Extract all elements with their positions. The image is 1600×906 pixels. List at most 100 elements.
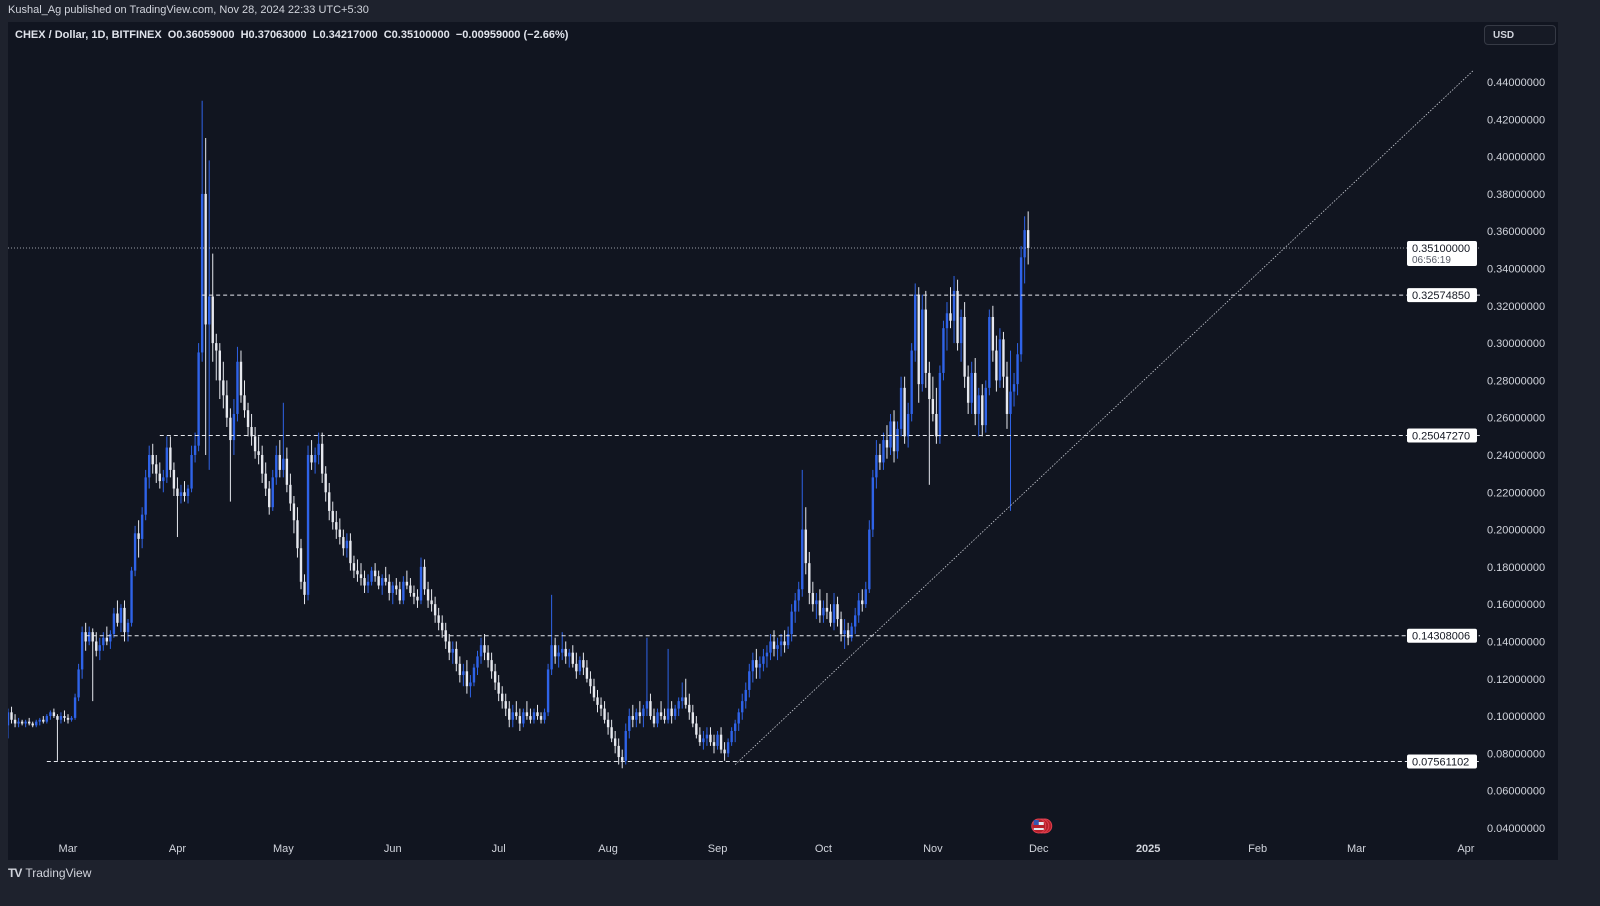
candle-down: [991, 316, 995, 351]
candle-down: [589, 678, 592, 687]
candle-down: [218, 350, 221, 381]
candle-up: [557, 652, 560, 657]
candle-down: [684, 697, 687, 705]
candle-down: [27, 721, 31, 724]
candle-down: [426, 589, 430, 601]
candle-down: [804, 529, 807, 564]
candle-down: [723, 749, 726, 754]
candle-down: [335, 522, 338, 530]
candle-up: [451, 648, 454, 653]
candle-down: [529, 716, 532, 720]
published-caption: Kushal_Ag published on TradingView.com, …: [8, 4, 369, 16]
candle-down: [377, 576, 380, 586]
candle-up: [737, 712, 740, 724]
candle-down: [652, 716, 656, 724]
candle-down: [924, 309, 927, 373]
level-price-label: 0.07561102: [1412, 757, 1469, 769]
candle-up: [391, 585, 394, 593]
candle-down: [995, 350, 998, 381]
candle-down: [691, 712, 695, 724]
level-price-badge: [1407, 288, 1477, 303]
x-tick-label: Apr: [1457, 843, 1474, 855]
candle-down: [388, 581, 391, 593]
candle-down: [755, 660, 758, 668]
candle-up: [366, 581, 370, 586]
candle-up: [769, 641, 772, 653]
candle-down: [783, 641, 786, 646]
candle-up: [815, 600, 818, 605]
footer-brand[interactable]: TV TradingView: [8, 866, 91, 880]
candle-down: [508, 708, 511, 720]
candle-up: [1012, 384, 1016, 392]
candle-down: [974, 372, 977, 414]
last-price-label: 0.35100000: [1412, 243, 1470, 255]
candle-up: [832, 604, 836, 623]
candle-down: [204, 193, 207, 325]
candle-up: [546, 669, 550, 713]
candle-up: [945, 313, 949, 329]
chart-panel: [8, 22, 1558, 860]
candle-down: [1002, 339, 1005, 377]
candle-down: [169, 447, 172, 470]
candle-down: [430, 600, 433, 605]
symbol-legend: CHEX / Dollar, 1D, BITFINEX O0.36059000 …: [15, 29, 569, 41]
candle-up: [977, 395, 980, 414]
candle-down: [215, 343, 218, 351]
candle-up: [716, 734, 719, 746]
candle-up: [208, 296, 211, 325]
candle-up: [779, 641, 783, 646]
candle-down: [949, 313, 952, 321]
candle-up: [77, 669, 80, 698]
candle-up: [952, 290, 956, 321]
candle-up: [822, 607, 825, 616]
candle-down: [981, 395, 984, 426]
candle-down: [613, 738, 617, 746]
candle-up: [751, 660, 755, 672]
candle-down: [239, 361, 243, 396]
candle-up: [984, 387, 988, 426]
candle-down: [225, 395, 229, 418]
candle-down: [253, 436, 257, 452]
candle-down: [352, 563, 356, 571]
candle-down: [151, 454, 154, 465]
candle-up: [642, 708, 645, 717]
candle-up: [80, 632, 84, 670]
y-tick-label: 0.40000000: [1487, 152, 1545, 164]
y-tick-label: 0.32000000: [1487, 301, 1545, 313]
candle-up: [748, 671, 751, 690]
candle-down: [772, 641, 776, 649]
candle-up: [853, 615, 857, 627]
candle-up: [988, 316, 991, 388]
currency-button[interactable]: USD: [1484, 25, 1556, 45]
candle-up: [758, 663, 762, 668]
candle-down: [257, 451, 260, 455]
candle-down: [935, 413, 938, 437]
candle-down: [829, 611, 832, 623]
candle-down: [525, 712, 529, 717]
candle-down: [13, 719, 17, 724]
candle-down: [10, 712, 13, 720]
x-tick-label: 2025: [1136, 843, 1160, 855]
candle-down: [575, 663, 578, 672]
candle-up: [561, 648, 564, 653]
candle-up: [744, 689, 747, 702]
candle-up: [17, 721, 20, 724]
candle-up: [762, 656, 765, 664]
candle-up: [666, 708, 670, 720]
y-tick-label: 0.08000000: [1487, 748, 1545, 760]
candle-up: [942, 328, 945, 373]
candle-up: [24, 721, 27, 724]
candlestick-chart[interactable]: 0.04000000 0.06000000 0.08000000 0.10000000…: [8, 22, 1558, 860]
level-price-badge: [1407, 428, 1477, 443]
x-tick-label: Jul: [492, 843, 506, 855]
y-tick-label: 0.22000000: [1487, 487, 1545, 499]
y-tick-label: 0.30000000: [1487, 338, 1545, 350]
candle-up: [190, 454, 193, 489]
level-price-label: 0.25047270: [1412, 430, 1470, 442]
trendline[interactable]: [734, 70, 1474, 765]
candle-down: [123, 607, 126, 633]
candle-down: [596, 697, 599, 705]
candle-up: [882, 440, 885, 463]
candle-down: [349, 540, 352, 564]
candle-down: [116, 613, 119, 623]
